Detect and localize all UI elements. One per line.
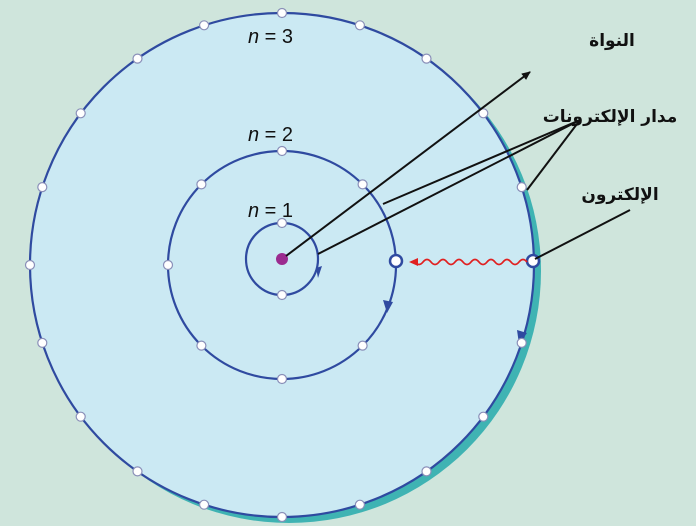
- orbit-n1-direction-arrow: [316, 266, 322, 278]
- electron-icon: [37, 182, 48, 193]
- orbit-label-n2: n = 2: [248, 124, 293, 146]
- electron-icon: [276, 373, 288, 385]
- electron-icon: [75, 411, 86, 422]
- electron-leader-line: [534, 209, 631, 260]
- electron-icon: [276, 7, 288, 19]
- electron-icon: [276, 145, 288, 157]
- electron-icon: [357, 179, 368, 190]
- electron-icon: [357, 340, 368, 351]
- orbit2-leader-line: [382, 119, 581, 205]
- orbit-n2-direction-arrow: [383, 300, 393, 313]
- electron-excited-icon: [388, 253, 404, 269]
- electron-icon: [276, 289, 288, 301]
- electron-icon: [132, 53, 143, 64]
- photon-wave-arrow-icon: [409, 258, 528, 266]
- nucleus-icon: [276, 253, 288, 265]
- electron-annotation: الإلكترون: [581, 185, 658, 205]
- electron-icon: [478, 411, 489, 422]
- electron-icon: [516, 337, 527, 348]
- electron-icon: [162, 259, 174, 271]
- nucleus-leader-arrow: [285, 71, 531, 257]
- nucleus-annotation: النواة: [589, 31, 635, 51]
- electron-icon: [24, 259, 36, 271]
- electron-icon: [276, 511, 288, 523]
- electron-icon: [478, 108, 489, 119]
- orbit-label-n1: n = 1: [248, 200, 293, 222]
- electron-icon: [421, 466, 432, 477]
- electron-icon: [276, 217, 288, 229]
- electron-icon: [196, 340, 207, 351]
- orbit1-leader-line: [317, 119, 581, 255]
- orbit-label-n3: n = 3: [248, 26, 293, 48]
- orbit3-leader-line: [526, 119, 581, 191]
- electron-orbits-annotation: مدار الإلكترونات: [543, 107, 678, 127]
- electron-icon: [421, 53, 432, 64]
- electron-icon: [199, 20, 210, 31]
- electron-icon: [196, 179, 207, 190]
- electron-icon: [37, 337, 48, 348]
- electron-icon: [132, 466, 143, 477]
- electron-icon: [516, 182, 527, 193]
- electron-icon: [354, 499, 365, 510]
- electron-positions: [24, 7, 527, 523]
- electron-icon: [75, 108, 86, 119]
- electron-icon: [199, 499, 210, 510]
- electron-icon: [354, 20, 365, 31]
